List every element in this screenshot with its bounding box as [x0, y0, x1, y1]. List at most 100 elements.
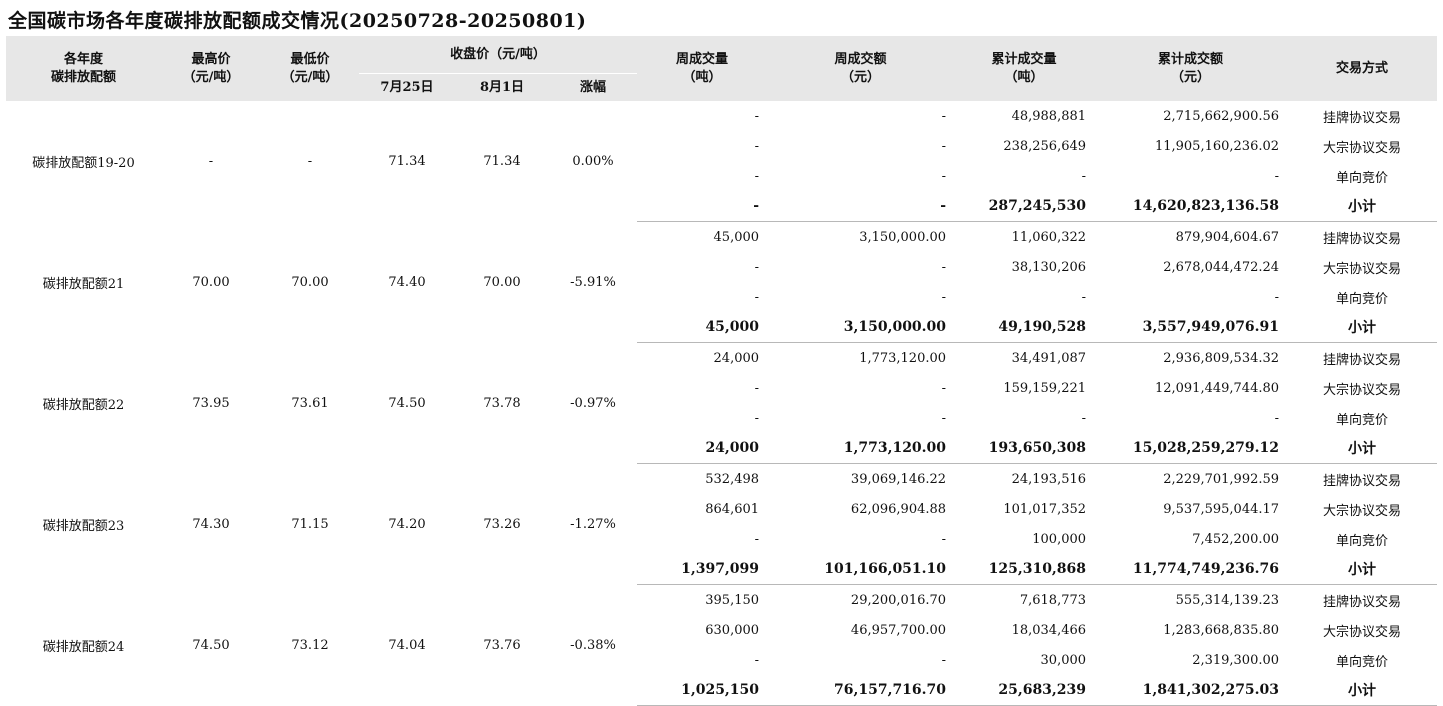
cum-amount: 9,537,595,044.17 [1163, 501, 1280, 517]
allowance-name: 碳排放配额23 [42, 518, 125, 534]
cum-amount: - [1274, 410, 1280, 426]
cum-volume: 287,245,530 [954, 191, 1095, 222]
cum-volume: 48,988,881 [1011, 108, 1087, 124]
close-prev: 74.40 [388, 274, 426, 290]
cum-volume: - [1081, 168, 1087, 184]
header-close-prev: 7月25日 [359, 73, 455, 101]
trade-method: 挂牌协议交易 [1323, 473, 1402, 489]
allowance-name: 碳排放配额19-20 [32, 155, 135, 171]
trade-method: 小计 [1287, 312, 1438, 343]
trade-method: 大宗协议交易 [1323, 382, 1402, 398]
subtotal-row: 24,000 1,773,120.00 193,650,308 15,028,259,… [6, 433, 1438, 464]
cum-volume: 125,310,868 [954, 554, 1095, 585]
cum-volume: 101,017,352 [1003, 501, 1087, 517]
week-amount: 29,200,016.70 [850, 592, 947, 608]
week-volume: - [754, 168, 760, 184]
week-volume: 45,000 [637, 312, 768, 343]
week-amount: 101,166,051.10 [767, 554, 955, 585]
high-price: 74.50 [192, 637, 230, 653]
cum-volume: 100,000 [1032, 531, 1087, 547]
cum-amount: 2,936,809,534.32 [1163, 350, 1280, 366]
week-volume: 532,498 [705, 471, 760, 487]
cum-volume: 238,256,649 [1003, 138, 1087, 154]
high-price: 74.30 [192, 516, 230, 532]
cum-volume: 24,193,516 [1011, 471, 1087, 487]
week-amount: - [941, 652, 947, 668]
cum-volume: 193,650,308 [954, 433, 1095, 464]
week-amount: - [767, 191, 955, 222]
cum-amount: - [1274, 289, 1280, 305]
table-row: - - 238,256,649 11,905,160,236.02 大宗协议交易 [6, 131, 1437, 161]
subtotal-row: - -287,245,530 14,620,823,136.58 小计 [6, 191, 1438, 222]
cum-amount: 3,557,949,076.91 [1094, 312, 1288, 343]
allowance-name: 碳排放配额21 [42, 276, 125, 292]
high-price: 73.95 [192, 395, 230, 411]
week-amount: - [941, 531, 947, 547]
table-body: 碳排放配额19-20- -71.34 71.34 0.00% - -48,988,881 2… [6, 101, 1438, 706]
week-volume: - [754, 531, 760, 547]
week-amount: 62,096,904.88 [850, 501, 947, 517]
cum-volume: - [1081, 289, 1087, 305]
page-title: 全国碳市场各年度碳排放配额成交情况(20250728-20250801) [8, 10, 587, 32]
close-curr: 73.76 [483, 637, 521, 653]
carbon-trading-table: 各年度 碳排放配额 最高价 （元/吨） 最低价 （元/吨） 收盘价（元/吨） 周… [6, 36, 1438, 706]
week-volume: - [637, 191, 768, 222]
cum-amount: 7,452,200.00 [1192, 531, 1280, 547]
table-row: 碳排放配额22 73.95 73.61 74.50 73.78 -0.97% 24,000 1… [6, 343, 1437, 413]
week-volume: 24,000 [637, 433, 768, 464]
cum-amount: - [1274, 168, 1280, 184]
cum-volume: 18,034,466 [1011, 622, 1087, 638]
week-amount: - [941, 259, 947, 275]
table-row: - - 38,130,206 2,678,044,472.24 大宗协议交易 [6, 252, 1437, 282]
trade-method: 挂牌协议交易 [1323, 594, 1402, 610]
low-price: 70.00 [291, 274, 329, 290]
week-volume: - [754, 108, 760, 124]
table-row: - - - - 单向竞价 [6, 161, 1437, 191]
cum-amount: 2,678,044,472.24 [1163, 259, 1280, 275]
cum-amount: 2,229,701,992.59 [1163, 471, 1280, 487]
header-trade-method: 交易方式 [1287, 36, 1438, 101]
cum-amount: 1,841,302,275.03 [1094, 675, 1288, 706]
week-volume: - [754, 410, 760, 426]
cum-volume: 7,618,773 [1019, 592, 1087, 608]
table-row: - - - - 单向竞价 [6, 403, 1437, 433]
header-low-price: 最低价 （元/吨） [261, 36, 359, 101]
low-price: 73.61 [291, 395, 329, 411]
trade-method: 挂牌协议交易 [1323, 352, 1402, 368]
header-allowance: 各年度 碳排放配额 [6, 36, 161, 101]
trade-method: 小计 [1287, 554, 1438, 585]
table-row: - - 159,159,221 12,091,449,744.80 大宗协议交易 [6, 373, 1437, 403]
week-amount: 3,150,000.00 [767, 312, 955, 343]
week-volume: - [754, 652, 760, 668]
close-curr: 70.00 [483, 274, 521, 290]
week-amount: - [941, 380, 947, 396]
header-high-price: 最高价 （元/吨） [161, 36, 261, 101]
change-pct: -5.91% [570, 274, 616, 290]
cum-amount: 14,620,823,136.58 [1094, 191, 1288, 222]
header-cum-volume: 累计成交量 （吨） [954, 36, 1095, 101]
table-row: - - 30,000 2,319,300.00 单向竞价 [6, 645, 1437, 675]
cum-volume: 30,000 [1040, 652, 1087, 668]
cum-volume: 34,491,087 [1011, 350, 1087, 366]
week-volume: - [754, 289, 760, 305]
trade-method: 小计 [1287, 191, 1438, 222]
week-amount: 39,069,146.22 [850, 471, 947, 487]
week-amount: - [941, 410, 947, 426]
table-row: 630,000 46,957,700.00 18,034,466 1,283,668,… [6, 615, 1437, 645]
week-volume: 864,601 [705, 501, 760, 517]
table-row: - - 100,000 7,452,200.00 单向竞价 [6, 524, 1437, 554]
close-prev: 74.50 [388, 395, 426, 411]
header-cum-amount: 累计成交额 （元） [1094, 36, 1288, 101]
trade-method: 大宗协议交易 [1323, 503, 1402, 519]
cum-volume: 11,060,322 [1011, 229, 1087, 245]
cum-amount: 1,283,668,835.80 [1163, 622, 1280, 638]
trade-method: 挂牌协议交易 [1323, 231, 1402, 247]
subtotal-row: 1,025,150 76,157,716.70 25,683,239 1,841,30… [6, 675, 1438, 706]
trade-method: 挂牌协议交易 [1323, 110, 1402, 126]
close-curr: 73.78 [483, 395, 521, 411]
trade-method: 单向竞价 [1336, 654, 1389, 670]
cum-amount: 11,774,749,236.76 [1094, 554, 1288, 585]
subtotal-row: 45,000 3,150,000.00 49,190,528 3,557,949,07… [6, 312, 1438, 343]
table-row: 碳排放配额19-20 - - 71.34 71.34 0.00% - - 48,988,881 2… [6, 101, 1437, 171]
cum-volume: 49,190,528 [954, 312, 1095, 343]
